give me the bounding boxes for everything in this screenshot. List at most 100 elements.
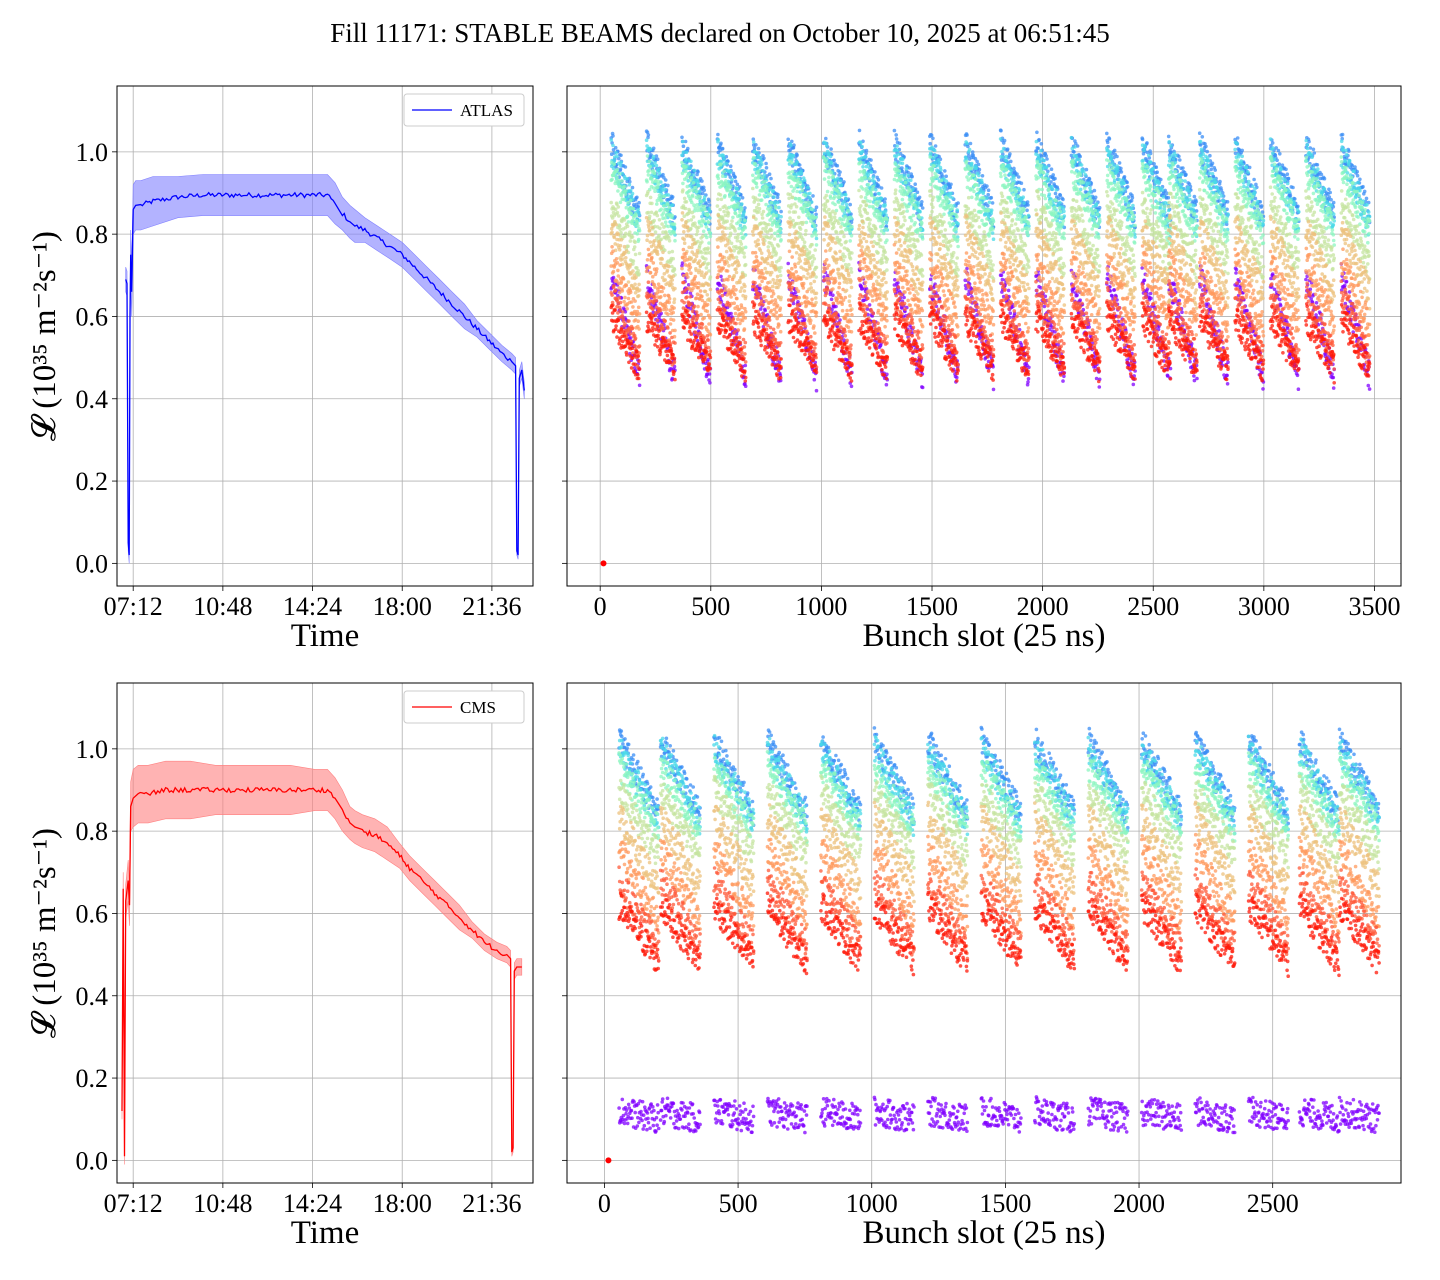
- scatter-point: [1112, 148, 1117, 153]
- scatter-point: [623, 184, 627, 189]
- scatter-point: [1161, 195, 1166, 199]
- scatter-point: [970, 150, 975, 154]
- scatter-point: [1051, 173, 1055, 177]
- scatter-point: [673, 238, 677, 243]
- scatter-point: [728, 185, 733, 189]
- scatter-point: [811, 194, 815, 198]
- scatter-point: [823, 169, 827, 173]
- scatter-point: [991, 387, 996, 392]
- scatter-point: [1272, 287, 1277, 292]
- scatter-point: [1359, 213, 1363, 217]
- scatter-point: [908, 189, 913, 193]
- scatter-point: [743, 226, 748, 230]
- scatter-point: [764, 202, 768, 207]
- scatter-point: [646, 133, 651, 137]
- scatter-point: [1155, 170, 1159, 174]
- scatter-point: [636, 207, 640, 212]
- scatter-point: [665, 209, 670, 213]
- scatter-point: [1287, 190, 1292, 194]
- scatter-point: [762, 156, 766, 161]
- scatter-point: [1225, 373, 1229, 378]
- scatter-point: [1269, 276, 1273, 281]
- scatter-point: [720, 174, 725, 178]
- scatter-point: [1058, 200, 1062, 205]
- scatter-point: [836, 200, 841, 205]
- scatter-point: [1197, 131, 1202, 135]
- scatter-point: [1172, 282, 1177, 287]
- scatter-point: [857, 128, 862, 133]
- scatter-point: [1291, 185, 1295, 190]
- scatter-point: [1045, 172, 1049, 177]
- scatter-point: [1017, 188, 1022, 192]
- scatter-point: [1366, 210, 1371, 214]
- scatter-point: [1117, 161, 1122, 165]
- scatter-point: [659, 207, 663, 212]
- scatter-point: [1097, 205, 1102, 210]
- scatter-point: [999, 273, 1004, 278]
- scatter-point: [769, 205, 773, 210]
- scatter-point: [917, 216, 922, 220]
- scatter-point: [1235, 142, 1240, 146]
- scatter-point: [885, 238, 889, 242]
- scatter-point: [883, 197, 887, 201]
- scatter-point: [775, 195, 780, 200]
- scatter-point: [759, 307, 763, 311]
- scatter-point: [1177, 154, 1181, 159]
- scatter-point: [1119, 170, 1124, 174]
- scatter-point: [829, 161, 834, 166]
- scatter-point: [614, 151, 618, 155]
- scatter-point: [1210, 161, 1215, 166]
- scatter-point: [918, 227, 923, 232]
- scatter-point: [1184, 172, 1188, 177]
- scatter-point: [920, 206, 925, 210]
- scatter-point: [768, 183, 773, 188]
- scatter-point: [699, 199, 703, 204]
- scatter-point: [1022, 187, 1026, 192]
- scatter-point: [1311, 147, 1316, 152]
- scatter-point: [751, 155, 756, 160]
- scatter-point: [1270, 141, 1275, 145]
- scatter-point: [893, 157, 898, 162]
- scatter-point: [918, 209, 922, 214]
- scatter-point: [920, 233, 925, 237]
- scatter-point: [801, 210, 806, 214]
- scatter-point: [630, 185, 635, 190]
- scatter-point: [831, 174, 836, 178]
- scatter-point: [906, 173, 910, 178]
- scatter-point: [648, 164, 652, 169]
- scatter-point: [611, 275, 616, 280]
- scatter-point: [751, 137, 756, 141]
- scatter-point: [999, 128, 1003, 133]
- scatter-point: [834, 304, 838, 309]
- scatter-point: [883, 203, 887, 207]
- scatter-point: [1121, 322, 1125, 327]
- scatter-point: [769, 200, 774, 205]
- scatter-point: [864, 151, 868, 156]
- scatter-point: [987, 200, 992, 205]
- scatter-point: [1242, 184, 1246, 189]
- scatter-point: [940, 190, 945, 195]
- scatter-point: [1026, 377, 1031, 381]
- scatter-point: [1310, 155, 1314, 159]
- scatter-point: [1218, 179, 1222, 184]
- scatter-point: [879, 196, 884, 201]
- scatter-point: [1078, 298, 1082, 303]
- scatter-point: [1027, 365, 1031, 370]
- scatter-point: [620, 179, 624, 183]
- scatter-point: [1253, 187, 1257, 191]
- scatter-point: [1062, 209, 1066, 214]
- scatter-point: [825, 164, 829, 169]
- scatter-point: [938, 196, 942, 201]
- scatter-point: [656, 167, 661, 172]
- scatter-point: [1236, 155, 1241, 159]
- scatter-point: [1006, 288, 1011, 293]
- scatter-point: [944, 179, 948, 183]
- scatter-point: [702, 219, 706, 224]
- scatter-point: [619, 160, 623, 165]
- scatter-point: [928, 151, 933, 155]
- scatter-point: [1283, 178, 1287, 183]
- scatter-point: [1217, 199, 1221, 203]
- scatter-point: [615, 175, 619, 180]
- scatter-point: [634, 213, 638, 218]
- scatter-point: [813, 230, 817, 234]
